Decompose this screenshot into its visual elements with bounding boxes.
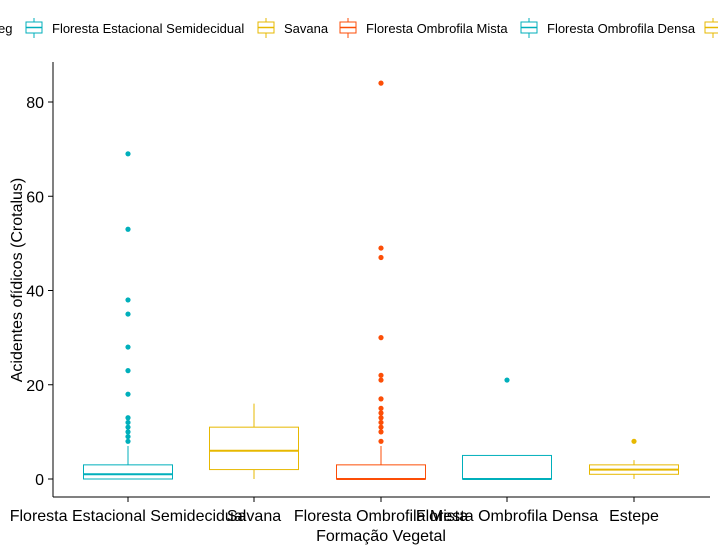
outlier-point (378, 254, 384, 261)
y-tick-label: 40 (26, 284, 44, 301)
box-1 (83, 151, 173, 480)
outlier-point (631, 438, 637, 444)
y-axis: 0 20 40 60 80 (26, 62, 54, 497)
legend-label: Floresta Ombrofila Mista (366, 21, 508, 36)
outlier-point (378, 429, 384, 435)
outlier-point (504, 377, 510, 383)
outlier-point (125, 368, 131, 374)
y-tick-label: 0 (35, 472, 44, 489)
legend-title: eg (0, 21, 12, 36)
outlier-point (125, 424, 131, 430)
outlier-point (125, 415, 131, 421)
x-axis-title: Formação Vegetal (316, 528, 446, 545)
outlier-point (125, 297, 131, 303)
outlier-point (125, 438, 131, 444)
legend-entry-2: Savana (257, 18, 329, 38)
y-tick-label: 20 (26, 378, 44, 395)
y-tick-label: 80 (26, 95, 44, 112)
outlier-point (378, 245, 384, 251)
legend-label: Floresta Estacional Semidecidual (52, 21, 244, 36)
outlier-point (378, 80, 384, 86)
box-3 (336, 80, 426, 480)
plot-area (83, 80, 679, 480)
x-tick-label: Floresta Ombrofila Densa (416, 508, 598, 525)
outlier-point (125, 391, 131, 397)
outlier-point (125, 311, 131, 317)
x-tick-label: Floresta Estacional Semidecidual (10, 508, 247, 525)
outlier-point (378, 415, 384, 421)
outlier-point (378, 419, 384, 426)
legend-label: Savana (284, 21, 329, 36)
outlier-point (378, 377, 384, 383)
outlier-point (125, 433, 131, 440)
outlier-point (125, 151, 131, 157)
outlier-point (378, 405, 384, 411)
outlier-point (125, 419, 131, 426)
legend-entry-4: Floresta Ombrofila Densa (520, 18, 696, 38)
box-body (83, 464, 173, 480)
x-tick-label: Estepe (609, 508, 659, 525)
legend-entry-5 (704, 18, 718, 38)
legend-entry-1: Floresta Estacional Semidecidual (25, 18, 244, 38)
x-tick-label: Savana (227, 508, 281, 525)
outlier-point (378, 335, 384, 341)
outlier-point (378, 438, 384, 444)
outlier-point (125, 226, 131, 232)
box-5 (589, 438, 679, 479)
box-4 (462, 377, 552, 480)
legend-entry-3: Floresta Ombrofila Mista (339, 18, 508, 38)
outlier-point (125, 429, 131, 435)
box-body (209, 426, 299, 471)
outlier-point (378, 424, 384, 430)
y-axis-title: Acidentes ofídicos (Crotalus) (9, 178, 26, 383)
outlier-point (378, 372, 384, 378)
box-body (336, 464, 426, 480)
box-body (462, 454, 552, 480)
outlier-point (378, 410, 384, 416)
x-tick-label: Floresta Ombrofila Mista (294, 508, 468, 525)
legend: eg Floresta Estacional Semidecidual Savan… (0, 18, 718, 38)
box-2 (209, 403, 299, 479)
y-tick-label: 60 (26, 189, 44, 206)
outlier-point (125, 344, 131, 350)
outlier-point (378, 396, 384, 402)
legend-label: Floresta Ombrofila Densa (547, 21, 696, 36)
